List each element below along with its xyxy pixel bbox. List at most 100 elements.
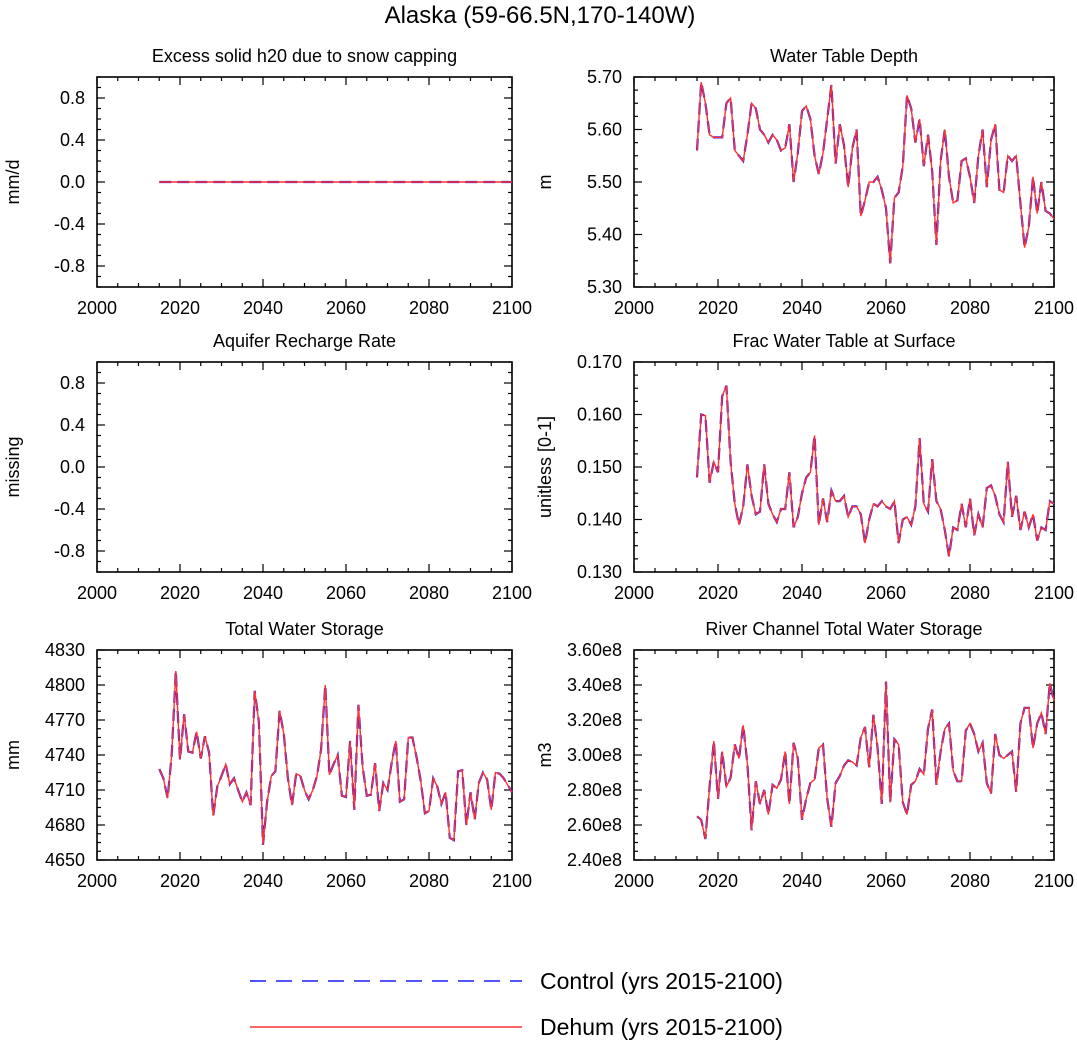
y-tick-label: 4740	[45, 745, 85, 765]
x-tick-label: 2060	[866, 871, 906, 891]
y-tick-label: -0.4	[54, 499, 85, 519]
y-tick-label: 0.130	[577, 562, 622, 582]
y-tick-label: 0.4	[60, 130, 85, 150]
y-tick-label: 4830	[45, 640, 85, 660]
x-tick-label: 2100	[492, 298, 532, 318]
x-tick-label: 2040	[782, 871, 822, 891]
legend-dehum-label: Dehum (yrs 2015-2100)	[540, 1014, 783, 1040]
plot-frame	[96, 649, 513, 861]
x-tick-label: 2000	[77, 871, 117, 891]
y-tick-label: 0.4	[60, 415, 85, 435]
x-tick-label: 2060	[866, 583, 906, 603]
y-tick-label: 2.80e8	[567, 780, 622, 800]
x-tick-label: 2000	[77, 298, 117, 318]
x-tick-label: 2100	[492, 583, 532, 603]
panel-title: Excess solid h20 due to snow capping	[152, 46, 457, 66]
y-tick-label: 0.140	[577, 510, 622, 530]
y-axis-label: m	[535, 175, 555, 190]
y-axis-label: mm	[3, 740, 23, 770]
y-tick-label: 0.170	[577, 352, 622, 372]
y-tick-label: -0.8	[54, 256, 85, 276]
x-tick-label: 2080	[409, 298, 449, 318]
y-tick-label: 5.30	[587, 277, 622, 297]
y-tick-label: 4800	[45, 675, 85, 695]
y-tick-label: 4770	[45, 710, 85, 730]
x-tick-label: 2060	[326, 298, 366, 318]
x-tick-label: 2040	[243, 871, 283, 891]
series-dehum-line	[696, 681, 1055, 840]
panel-title: Frac Water Table at Surface	[732, 331, 955, 351]
y-tick-label: 5.60	[587, 120, 622, 140]
y-tick-label: 2.40e8	[567, 850, 622, 870]
x-tick-label: 2020	[160, 298, 200, 318]
y-axis-label: mm/d	[3, 160, 23, 205]
panel-title: Water Table Depth	[770, 46, 918, 66]
series-dehum-line	[158, 670, 513, 845]
y-tick-label: 3.00e8	[567, 745, 622, 765]
y-tick-label: 3.40e8	[567, 675, 622, 695]
y-tick-label: 0.0	[60, 172, 85, 192]
y-tick-label: 3.60e8	[567, 640, 622, 660]
y-tick-label: 0.160	[577, 405, 622, 425]
y-tick-label: -0.8	[54, 541, 85, 561]
y-tick-label: 5.50	[587, 172, 622, 192]
x-tick-label: 2040	[243, 298, 283, 318]
x-tick-label: 2020	[160, 583, 200, 603]
x-tick-label: 2000	[614, 298, 654, 318]
panel-snow-capping: Excess solid h20 due to snow capping 2000…	[3, 46, 532, 318]
x-tick-label: 2080	[950, 583, 990, 603]
x-tick-label: 2020	[698, 871, 738, 891]
y-tick-label: 0.150	[577, 457, 622, 477]
x-tick-label: 2020	[698, 298, 738, 318]
legend-control-label: Control (yrs 2015-2100)	[540, 968, 783, 994]
y-axis-label: m3	[535, 742, 555, 767]
x-tick-label: 2040	[782, 298, 822, 318]
y-tick-label: 2.60e8	[567, 815, 622, 835]
x-tick-label: 2080	[950, 298, 990, 318]
x-tick-label: 2100	[1034, 871, 1074, 891]
main-title: Alaska (59-66.5N,170-140W)	[385, 2, 696, 29]
x-tick-label: 2100	[1034, 298, 1074, 318]
y-tick-label: 0.8	[60, 373, 85, 393]
panel-total-water-storage: Total Water Storage 2000 2020 2040 2060 2080 2…	[3, 619, 532, 891]
legend: Control (yrs 2015-2100) Dehum (yrs 2015-…	[250, 968, 783, 1040]
y-tick-label: 0.8	[60, 88, 85, 108]
y-tick-label: -0.4	[54, 214, 85, 234]
y-tick-label: 0.0	[60, 457, 85, 477]
x-tick-label: 2020	[160, 871, 200, 891]
plot-frame	[96, 361, 513, 573]
x-tick-label: 2000	[614, 871, 654, 891]
x-tick-label: 2100	[1034, 583, 1074, 603]
series-control-line	[695, 385, 1055, 557]
x-tick-label: 2080	[950, 871, 990, 891]
y-tick-label: 4710	[45, 780, 85, 800]
y-tick-label: 4650	[45, 850, 85, 870]
series-dehum-line	[696, 385, 1055, 557]
panel-title: Total Water Storage	[225, 619, 383, 639]
x-tick-label: 2080	[409, 871, 449, 891]
plot-frame	[633, 649, 1055, 861]
x-tick-label: 2080	[409, 583, 449, 603]
x-tick-label: 2000	[614, 583, 654, 603]
y-tick-label: 5.70	[587, 67, 622, 87]
x-tick-label: 2040	[782, 583, 822, 603]
y-axis-label: unitless [0-1]	[535, 416, 555, 518]
x-tick-label: 2040	[243, 583, 283, 603]
series-dehum-line	[696, 82, 1055, 264]
panel-water-table-depth: Water Table Depth 2000 2020 2040 2060 2080 210…	[535, 46, 1074, 318]
panel-aquifer-recharge: Aquifer Recharge Rate 2000 2020 2040 2060 208…	[3, 331, 532, 603]
x-tick-label: 2000	[77, 583, 117, 603]
panel-title: Aquifer Recharge Rate	[213, 331, 396, 351]
panel-river-channel-storage: River Channel Total Water Storage 2000 202…	[535, 619, 1074, 891]
x-tick-label: 2060	[326, 583, 366, 603]
panel-frac-water-table: Frac Water Table at Surface 2000 2020 2040 2…	[535, 331, 1074, 603]
y-tick-label: 4680	[45, 815, 85, 835]
x-tick-label: 2100	[492, 871, 532, 891]
y-axis-label: missing	[3, 436, 23, 497]
y-tick-label: 3.20e8	[567, 710, 622, 730]
plot-frame	[633, 76, 1055, 288]
y-tick-label: 5.40	[587, 225, 622, 245]
panel-title: River Channel Total Water Storage	[705, 619, 982, 639]
x-tick-label: 2060	[866, 298, 906, 318]
